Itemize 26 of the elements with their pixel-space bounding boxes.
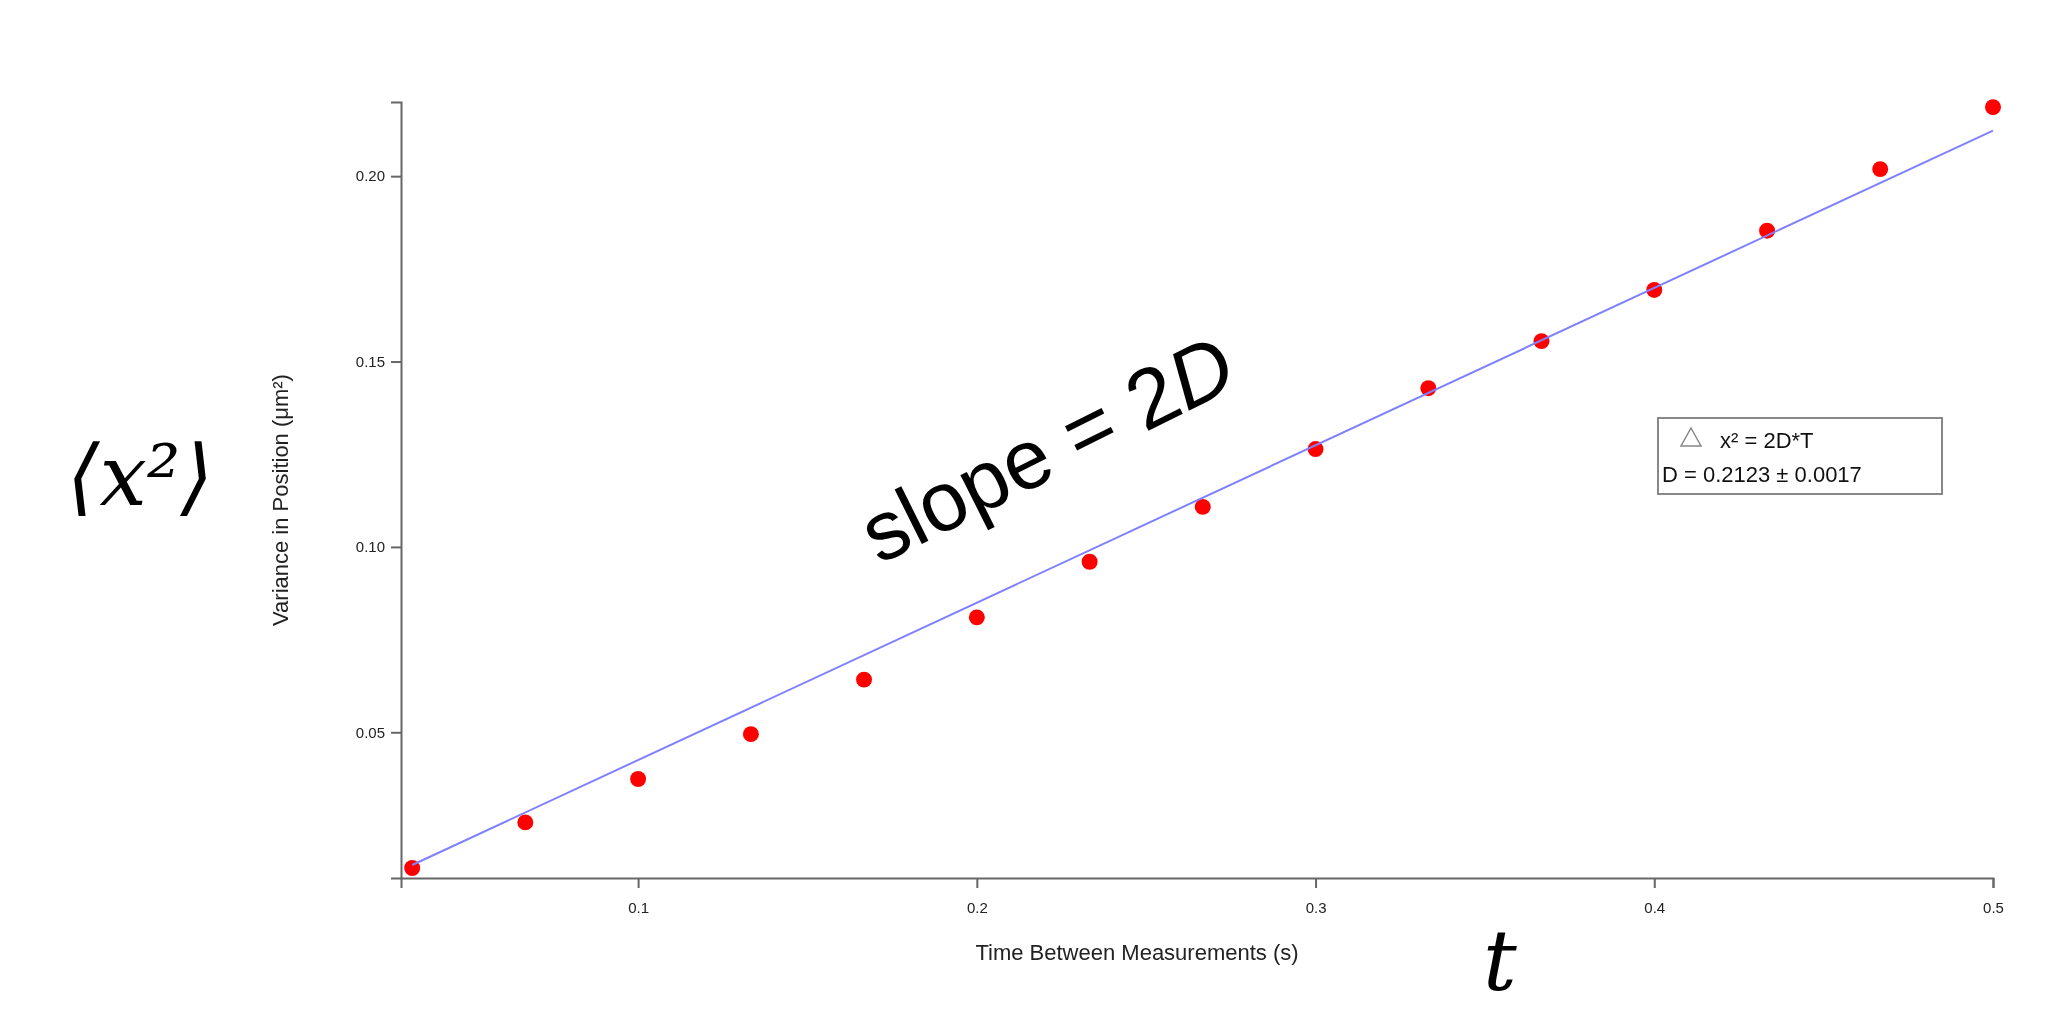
x-tick-label: 0.5: [1983, 898, 2004, 916]
point: [1872, 161, 1889, 178]
y-tick-label: 0.20: [355, 167, 385, 185]
x-tick-label: 0.1: [628, 898, 650, 916]
x-tick-label: 0.3: [1305, 898, 1327, 916]
point: [630, 771, 647, 787]
point: [742, 726, 759, 743]
point: [1985, 99, 2001, 116]
annotation: x² = 2D*T: [1720, 428, 1814, 453]
y-tick-label: 0.15: [355, 352, 385, 370]
x-tick-label: 0.2: [966, 898, 988, 916]
y-tick-label: 0.05: [355, 723, 385, 741]
y-tick-label: 0.10: [355, 538, 385, 556]
text: t: [1483, 912, 1518, 1010]
x-axis-title: Time Between Measurements (s): [975, 940, 1299, 965]
text: ⟨x²⟩: [66, 427, 214, 525]
annotation: D = 0.2123 ± 0.0017: [1662, 462, 1862, 487]
x-tick-label: 0.4: [1644, 898, 1666, 916]
y-axis-title: Variance in Position (μm²): [268, 374, 293, 626]
point: [1194, 498, 1211, 515]
point: [1081, 553, 1098, 570]
point: [856, 671, 873, 688]
point: [517, 814, 534, 831]
point: [404, 860, 421, 876]
annotation: slope = 2D: [845, 316, 1249, 582]
point: [968, 609, 985, 626]
